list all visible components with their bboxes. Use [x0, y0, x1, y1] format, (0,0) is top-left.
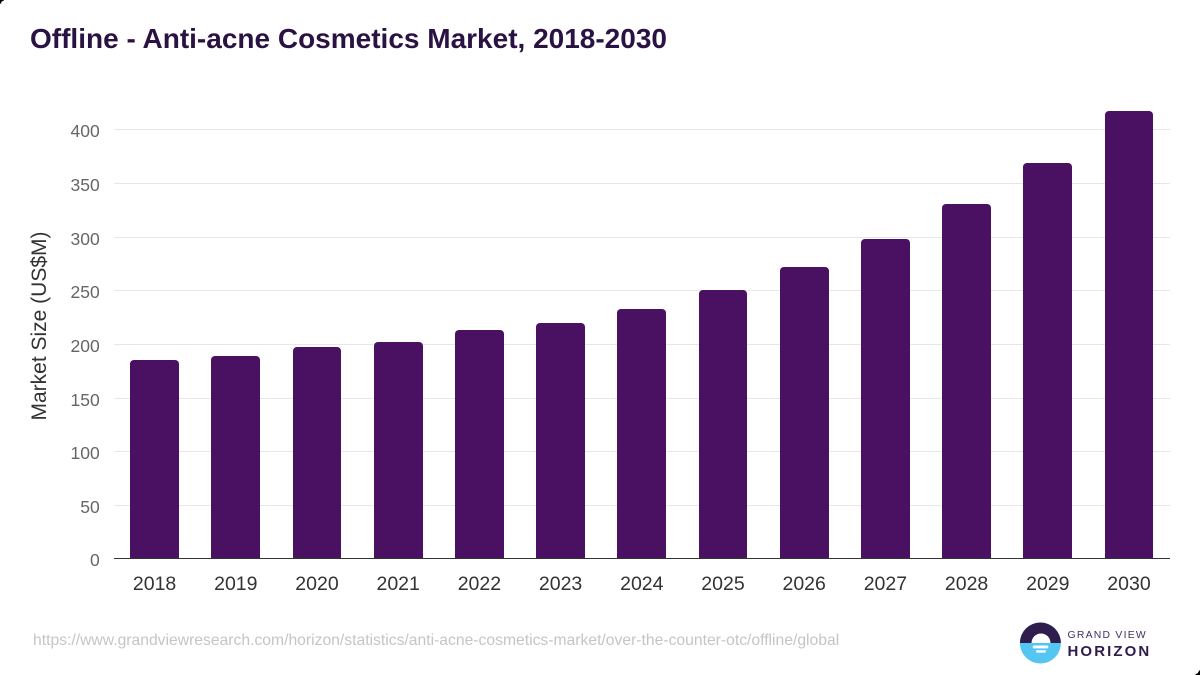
- svg-text:HORIZON: HORIZON: [1068, 643, 1152, 660]
- svg-text:GRAND VIEW: GRAND VIEW: [1068, 630, 1147, 641]
